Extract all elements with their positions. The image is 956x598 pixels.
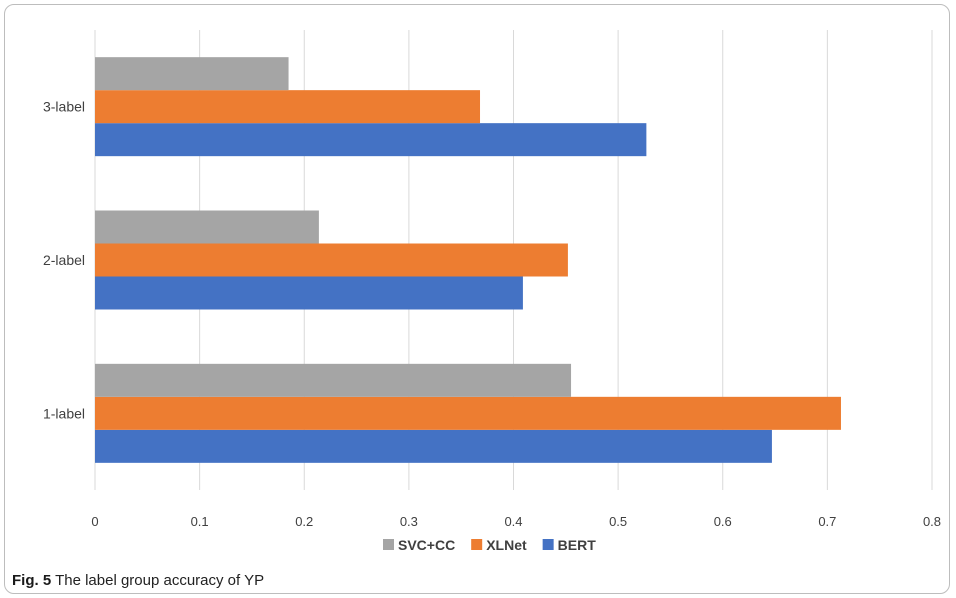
category-label: 2-label [43, 252, 85, 268]
bar-chart: 0 0.1 0.2 0.3 0.4 0.5 0.6 0.7 0.8 1-label 2-label… [43, 30, 941, 553]
x-tick-label: 0 [91, 514, 98, 529]
bar-svc-cc-3-label [95, 57, 289, 91]
bar-svc-cc-2-label [95, 210, 319, 244]
x-tick-label: 0.8 [923, 514, 941, 529]
bar-xlnet-1-label [95, 396, 841, 430]
bar-bert-2-label [95, 276, 523, 310]
x-tick-label: 0.2 [295, 514, 313, 529]
x-tick-label: 0.1 [191, 514, 209, 529]
bar-bert-3-label [95, 123, 647, 157]
legend-label-svc-cc: SVC+CC [398, 537, 455, 553]
x-tick-label: 0.4 [504, 514, 522, 529]
figure-caption-text: The label group accuracy of YP [55, 572, 265, 589]
x-tick-label: 0.3 [400, 514, 418, 529]
bar-xlnet-3-label [95, 90, 481, 124]
legend-label-xlnet: XLNet [486, 537, 527, 553]
legend-label-bert: BERT [558, 537, 597, 553]
figure-caption: Fig. 5 The label group accuracy of YP [12, 572, 264, 589]
legend-swatch-svc-cc [383, 539, 394, 550]
x-tick-labels: 0 0.1 0.2 0.3 0.4 0.5 0.6 0.7 0.8 [91, 514, 941, 529]
bar-xlnet-2-label [95, 243, 568, 277]
figure-frame [4, 4, 950, 594]
x-tick-label: 0.6 [714, 514, 732, 529]
figure-label: Fig. 5 [12, 572, 52, 589]
category-label: 3-label [43, 99, 85, 115]
bars [95, 57, 841, 463]
x-tick-label: 0.5 [609, 514, 627, 529]
bar-bert-1-label [95, 429, 772, 463]
category-labels: 1-label 2-label 3-label [43, 99, 85, 422]
legend-swatch-bert [542, 539, 554, 550]
category-label: 1-label [43, 405, 85, 421]
legend: SVC+CC XLNet BERT [383, 537, 596, 553]
bar-svc-cc-1-label [95, 363, 572, 397]
x-tick-label: 0.7 [818, 514, 836, 529]
legend-swatch-xlnet [471, 539, 483, 550]
